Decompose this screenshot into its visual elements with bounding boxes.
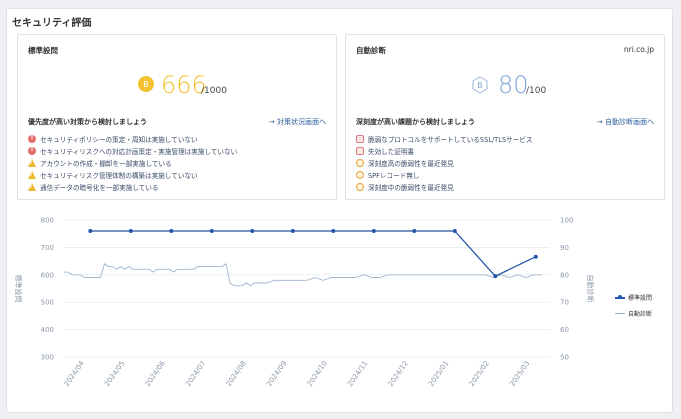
auto-issue-list: 脆弱なプロトコルをサポートしているSSL/TLSサービス 失効した証明書 深刻度… bbox=[356, 133, 532, 193]
series-point-standard bbox=[290, 228, 295, 233]
right-tick-label: 70 bbox=[560, 299, 569, 307]
octagon-alert-icon bbox=[356, 147, 364, 155]
standard-card-title: 標準設問 bbox=[28, 46, 58, 55]
issue-text: 失効した証明書 bbox=[368, 148, 415, 156]
series-point-standard bbox=[533, 254, 538, 259]
x-tick-label: 2024/09 bbox=[265, 360, 288, 388]
error-circle-icon bbox=[28, 134, 36, 143]
standard-score: 666 bbox=[161, 71, 207, 99]
x-tick-label: 2025/03 bbox=[508, 360, 531, 388]
auto-diagnosis-card: 自動診断 nri.co.jp B 80 /100 深刻度が高い課題から検討しまし… bbox=[345, 34, 665, 200]
left-tick-label: 800 bbox=[41, 217, 54, 225]
right-tick-label: 90 bbox=[560, 244, 569, 252]
x-tick-label: 2024/07 bbox=[184, 360, 207, 388]
issue-text: アカウントの作成・棚卸を一部実施している bbox=[40, 160, 172, 168]
target-domain: nri.co.jp bbox=[623, 45, 654, 54]
right-tick-label: 50 bbox=[560, 354, 569, 362]
issue-text: 深刻度高の脆弱性を最近発見 bbox=[368, 160, 454, 168]
series-line-auto bbox=[64, 263, 542, 287]
legend-standard-swatch bbox=[615, 295, 625, 299]
right-axis-title: 自動診断 bbox=[586, 275, 595, 303]
series-point-standard bbox=[128, 228, 133, 233]
list-item[interactable]: 深刻度高の脆弱性を最近発見 bbox=[356, 157, 532, 169]
standard-questions-card: 標準設問 B 666 /1000 優先度が高い対策から検討しましょう → 対策状… bbox=[17, 34, 337, 200]
series-point-standard bbox=[331, 228, 336, 233]
legend-auto: 自動診断 bbox=[615, 309, 652, 318]
left-axis-title: 標準設問 bbox=[14, 275, 23, 303]
x-tick-label: 2025/02 bbox=[468, 360, 491, 388]
right-tick-label: 60 bbox=[560, 326, 569, 334]
x-tick-label: 2025/01 bbox=[427, 360, 450, 388]
legend-standard-label: 標準設問 bbox=[628, 295, 653, 302]
list-item[interactable]: セキュリティポリシーの策定・周知は実施していない bbox=[28, 133, 237, 145]
list-item[interactable]: 通信データの暗号化を一部実施している bbox=[28, 181, 237, 193]
warning-triangle-icon bbox=[28, 159, 36, 167]
series-point-standard bbox=[493, 274, 498, 279]
left-tick-label: 300 bbox=[41, 354, 54, 362]
left-tick-label: 400 bbox=[41, 326, 54, 334]
x-tick-label: 2024/11 bbox=[346, 360, 369, 388]
list-item[interactable]: 脆弱なプロトコルをサポートしているSSL/TLSサービス bbox=[356, 133, 532, 145]
series-point-standard bbox=[250, 228, 255, 233]
series-line-standard bbox=[90, 230, 537, 277]
right-tick-label: 100 bbox=[560, 217, 573, 225]
series-point-standard bbox=[371, 228, 376, 233]
x-tick-label: 2024/10 bbox=[306, 360, 329, 388]
left-tick-label: 500 bbox=[41, 299, 54, 307]
x-tick-label: 2024/12 bbox=[387, 360, 410, 388]
x-tick-label: 2024/05 bbox=[103, 360, 126, 388]
left-tick-label: 700 bbox=[41, 244, 54, 252]
list-item[interactable]: セキュリティリスク管理体制の構築は実施していない bbox=[28, 169, 237, 181]
series-point-standard bbox=[169, 228, 174, 233]
auto-diagnosis-link[interactable]: → 自動診断画面へ bbox=[596, 118, 654, 126]
auto-grade-letter: B bbox=[477, 80, 483, 90]
legend-auto-label: 自動診断 bbox=[628, 311, 653, 318]
auto-score: 80 bbox=[498, 71, 529, 99]
hexagon-grade-badge-icon bbox=[471, 76, 489, 94]
measures-status-link[interactable]: → 対策状況画面へ bbox=[268, 118, 326, 126]
series-point-standard bbox=[412, 228, 417, 233]
standard-issue-list: セキュリティポリシーの策定・周知は実施していない セキュリティリスクへの対応計画… bbox=[28, 133, 237, 193]
list-item[interactable]: セキュリティリスクへの対応計画策定・実施管理は実施していない bbox=[28, 145, 237, 157]
error-circle-icon bbox=[28, 146, 36, 155]
x-tick-label: 2024/08 bbox=[225, 360, 248, 388]
issue-text: 通信データの暗号化を一部実施している bbox=[40, 184, 159, 192]
auto-card-title: 自動診断 bbox=[356, 46, 386, 55]
left-tick-label: 600 bbox=[41, 271, 54, 279]
hexagon-alert-icon bbox=[356, 183, 364, 191]
auto-score-max: /100 bbox=[526, 86, 547, 96]
issue-text: セキュリティリスクへの対応計画策定・実施管理は実施していない bbox=[40, 148, 238, 156]
hexagon-alert-icon bbox=[356, 171, 364, 179]
list-item[interactable]: 深刻度中の脆弱性を最近発見 bbox=[356, 181, 532, 193]
score-trend-svg: 300 400 500 600 700 800 50 60 70 80 90 100 標準設問 自動診断 2… bbox=[14, 217, 595, 388]
issue-text: セキュリティポリシーの策定・周知は実施していない bbox=[40, 136, 198, 144]
score-trend-chart: 300 400 500 600 700 800 50 60 70 80 90 100 標準設問 自動診断 2… bbox=[6, 206, 673, 413]
hexagon-alert-icon bbox=[356, 159, 364, 167]
series-point-standard bbox=[88, 228, 93, 233]
legend-standard: 標準設問 bbox=[615, 293, 652, 302]
right-tick-label: 80 bbox=[560, 271, 569, 279]
auto-score-row: B 80 /100 bbox=[346, 69, 664, 107]
grade-badge-icon: B bbox=[138, 76, 154, 92]
series-point-standard bbox=[452, 228, 457, 233]
warning-triangle-icon bbox=[28, 183, 36, 191]
list-item[interactable]: 失効した証明書 bbox=[356, 145, 532, 157]
issue-text: SPFレコード無し bbox=[368, 172, 420, 180]
auto-section-title: 深刻度が高い課題から検討しましょう bbox=[356, 118, 475, 126]
x-tick-label: 2024/06 bbox=[144, 359, 168, 388]
x-tick-label: 2024/04 bbox=[63, 359, 87, 388]
series-point-standard bbox=[209, 228, 214, 233]
page-title: セキュリティ評価 bbox=[12, 18, 92, 29]
standard-score-row: B 666 /1000 bbox=[18, 69, 336, 107]
issue-text: 脆弱なプロトコルをサポートしているSSL/TLSサービス bbox=[368, 136, 533, 144]
list-item[interactable]: アカウントの作成・棚卸を一部実施している bbox=[28, 157, 237, 169]
issue-text: 深刻度中の脆弱性を最近発見 bbox=[368, 184, 454, 192]
standard-section-title: 優先度が高い対策から検討しましょう bbox=[28, 118, 147, 126]
legend-auto-swatch bbox=[615, 313, 625, 314]
issue-text: セキュリティリスク管理体制の構築は実施していない bbox=[40, 172, 198, 180]
standard-score-max: /1000 bbox=[201, 86, 227, 96]
octagon-alert-icon bbox=[356, 135, 364, 143]
list-item[interactable]: SPFレコード無し bbox=[356, 169, 532, 181]
warning-triangle-icon bbox=[28, 171, 36, 179]
